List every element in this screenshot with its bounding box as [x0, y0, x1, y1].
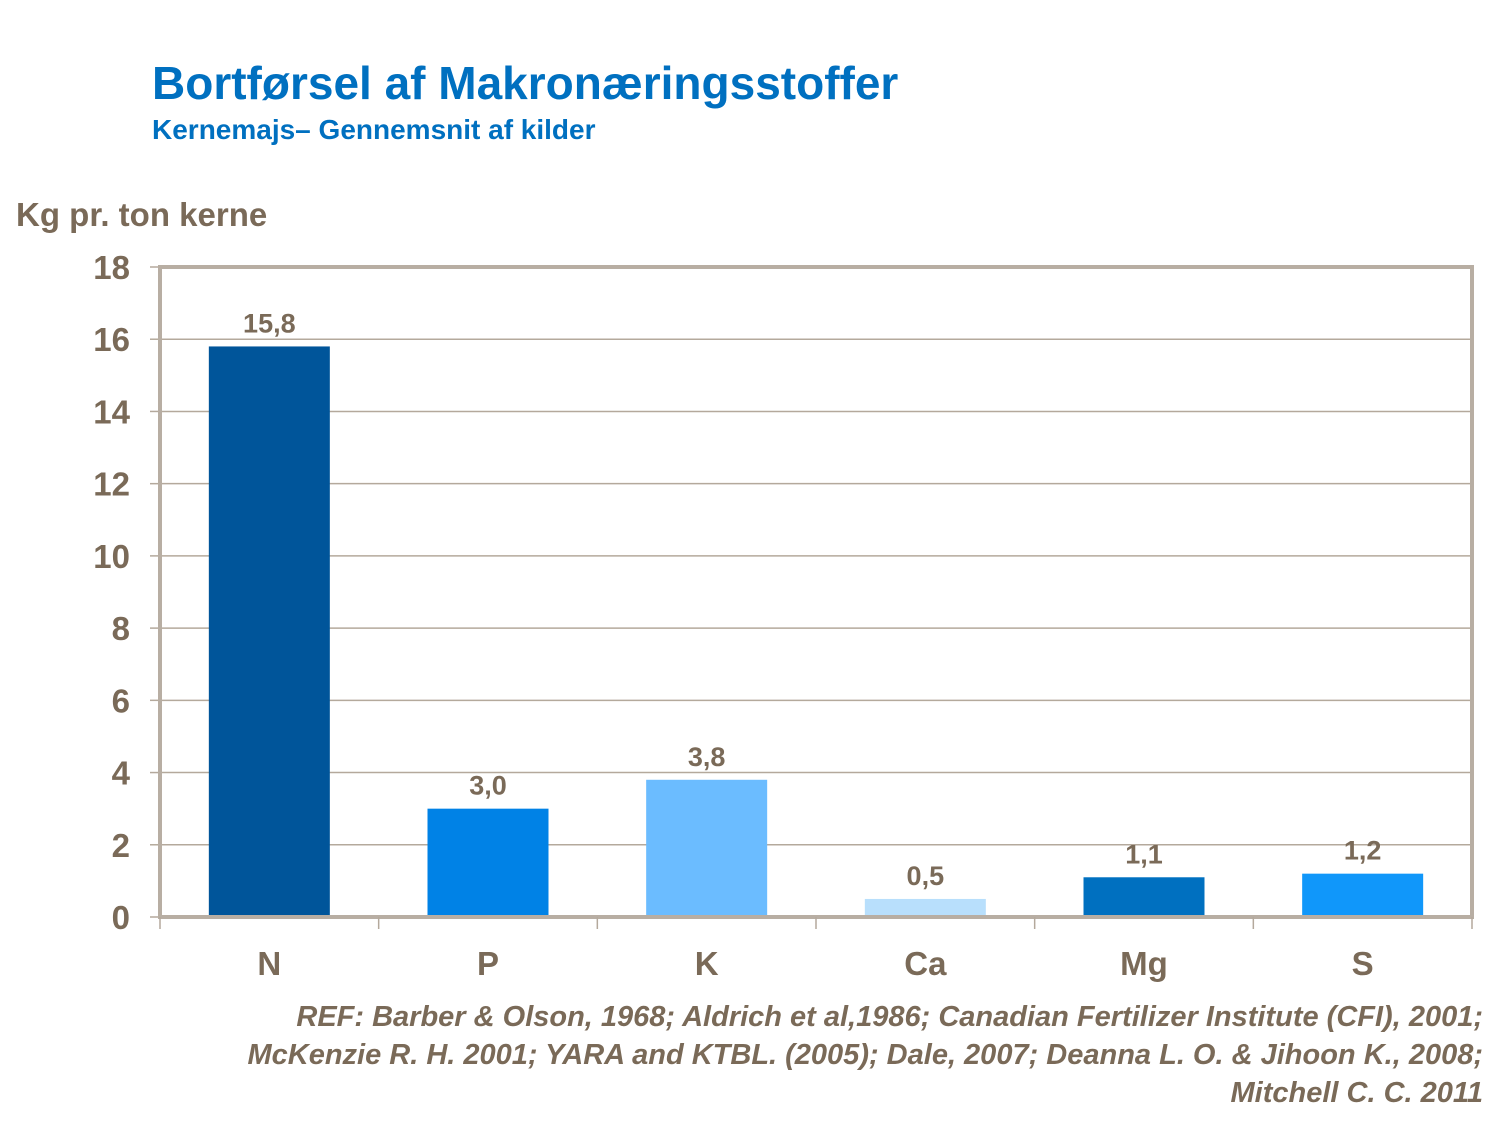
- x-tick-label: N: [257, 945, 281, 982]
- y-tick-label: 18: [93, 249, 130, 286]
- bar-ca: [864, 898, 986, 915]
- data-label: 15,8: [243, 308, 296, 338]
- chart-title: Bortførsel af Makronæringsstoffer: [152, 57, 899, 109]
- data-label: 1,2: [1344, 836, 1382, 866]
- bar-k: [646, 779, 768, 915]
- y-tick-label: 10: [93, 538, 130, 575]
- y-axis-label: Kg pr. ton kerne: [16, 196, 268, 233]
- x-tick-label: Mg: [1120, 945, 1168, 982]
- y-tick-label: 4: [112, 755, 131, 792]
- data-label: 3,8: [688, 742, 726, 772]
- bar-mg: [1083, 877, 1205, 915]
- reference-text: REF: Barber & Olson, 1968; Aldrich et al…: [23, 998, 1483, 1112]
- x-tick-label: P: [477, 945, 499, 982]
- data-label: 1,1: [1125, 839, 1163, 869]
- y-tick-label: 2: [112, 827, 130, 864]
- bar-s: [1302, 873, 1424, 915]
- chart-subtitle: Kernemajs– Gennemsnit af kilder: [152, 114, 596, 145]
- y-tick-label: 6: [112, 682, 130, 719]
- y-tick-label: 14: [93, 393, 130, 430]
- data-label: 0,5: [907, 861, 945, 891]
- y-tick-label: 16: [93, 321, 130, 358]
- x-tick-label: S: [1352, 945, 1374, 982]
- x-tick-label: K: [695, 945, 719, 982]
- reference-line: REF: Barber & Olson, 1968; Aldrich et al…: [296, 1001, 1483, 1033]
- y-tick-label: 8: [112, 610, 130, 647]
- reference-line: McKenzie R. H. 2001; YARA and KTBL. (200…: [247, 1039, 1483, 1071]
- x-tick-label: Ca: [904, 945, 947, 982]
- data-label: 3,0: [469, 771, 507, 801]
- y-tick-label: 12: [93, 466, 130, 503]
- y-tick-label: 0: [112, 899, 130, 936]
- bar-n: [208, 346, 330, 915]
- bar-p: [427, 808, 549, 915]
- plot-area-border: [158, 265, 1474, 919]
- reference-line: Mitchell C. C. 2011: [1230, 1077, 1484, 1109]
